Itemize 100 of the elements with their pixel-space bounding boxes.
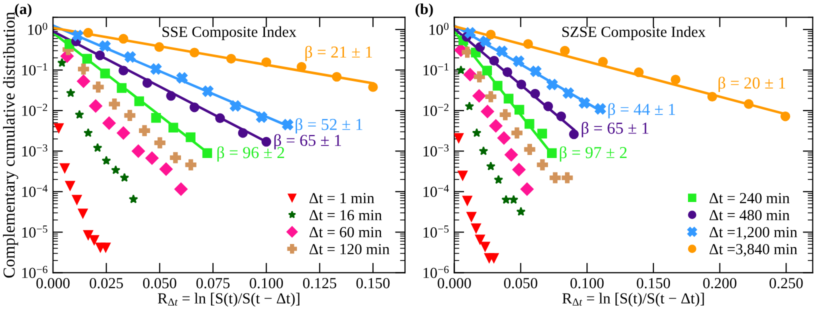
point xyxy=(475,234,485,244)
point xyxy=(154,137,166,148)
point xyxy=(72,30,84,42)
point xyxy=(261,136,272,147)
y-tick-label: 10$^{−6}$ xyxy=(424,266,449,278)
point xyxy=(530,66,542,77)
point xyxy=(530,88,540,99)
point xyxy=(500,109,511,120)
y-tick-label: 10$^{−1}$ xyxy=(22,63,48,76)
point xyxy=(456,65,466,74)
point xyxy=(202,148,212,158)
point xyxy=(562,88,574,99)
point xyxy=(480,36,492,47)
y-tick-label: 10$^{−2}$ xyxy=(22,104,48,116)
point xyxy=(520,182,534,196)
point xyxy=(537,128,548,138)
x-tick-label: 0.050 xyxy=(143,278,176,288)
point xyxy=(78,63,90,75)
point xyxy=(100,68,110,78)
point xyxy=(466,212,476,222)
point xyxy=(102,156,111,165)
point xyxy=(83,28,94,38)
legend-label: Δt =3,840 min xyxy=(710,244,798,257)
point xyxy=(138,125,150,136)
legend-label: Δt = 1 min xyxy=(309,193,374,204)
point xyxy=(99,40,111,52)
point xyxy=(513,56,524,67)
annotation: β = 44 ± 1 xyxy=(608,103,675,118)
point xyxy=(486,162,496,170)
point xyxy=(489,56,499,66)
point xyxy=(502,67,512,77)
y-tick-label: 10$^{−6}$ xyxy=(22,266,48,278)
point xyxy=(504,148,518,162)
point xyxy=(92,82,104,93)
point xyxy=(634,67,644,78)
point xyxy=(238,128,248,138)
x-axis-title: R$_{Δt}$ = ln [S(t)/S(t − Δt)] xyxy=(158,292,300,307)
x-tick-label: 0.200 xyxy=(703,278,736,288)
text: SSE Composite Index xyxy=(162,26,296,40)
legend-label: Δt = 240 min xyxy=(710,193,790,204)
point xyxy=(486,30,496,40)
text: SZSE Composite Index xyxy=(562,26,706,40)
point xyxy=(66,88,76,98)
point xyxy=(174,182,188,196)
legend-label: Δt = 16 min xyxy=(309,210,382,220)
point xyxy=(550,172,561,184)
annotation: β = 65 ± 1 xyxy=(582,122,648,138)
point xyxy=(332,72,342,82)
point xyxy=(504,94,514,104)
y-tick-label: 10$^{−4}$ xyxy=(22,184,48,197)
y-tick-label: 10$^{−5}$ xyxy=(424,226,449,238)
point xyxy=(546,78,558,90)
point xyxy=(472,128,482,138)
point xyxy=(496,46,508,57)
point xyxy=(151,113,161,123)
annotation: β = 21 ± 1 xyxy=(305,46,372,62)
point xyxy=(578,97,590,109)
point xyxy=(120,172,130,182)
point xyxy=(134,96,144,106)
point xyxy=(489,119,502,132)
point xyxy=(508,194,518,204)
point xyxy=(523,39,533,49)
point xyxy=(176,72,188,84)
y-tick-label: 10$^{−1}$ xyxy=(424,63,448,76)
point xyxy=(472,89,486,102)
point xyxy=(118,34,128,44)
point xyxy=(562,172,573,184)
point xyxy=(83,230,94,240)
point xyxy=(744,99,754,109)
point xyxy=(594,103,606,114)
point xyxy=(82,54,92,64)
point xyxy=(780,111,790,122)
point xyxy=(536,159,548,170)
point xyxy=(159,162,173,176)
point xyxy=(478,146,488,156)
x-tick-label: 0.050 xyxy=(504,278,538,288)
point xyxy=(524,118,534,129)
annotation: β = 20 ± 1 xyxy=(718,76,786,92)
y-tick-label: 10$^{0}$ xyxy=(28,22,48,35)
point xyxy=(215,113,225,124)
x-tick-label: 0.000 xyxy=(438,278,471,288)
x-axis-title: R$_{Δt}$ = ln [S(t)/S(t − Δt)] xyxy=(562,292,704,307)
point xyxy=(516,206,526,216)
x-tick-label: 0.000 xyxy=(36,278,70,288)
point xyxy=(524,144,536,155)
point xyxy=(226,54,236,64)
point xyxy=(111,165,120,174)
point xyxy=(598,56,608,67)
x-tick-label: 0.150 xyxy=(356,278,390,288)
point xyxy=(190,102,200,112)
point xyxy=(76,74,90,88)
point xyxy=(670,74,680,84)
legend-label: Δt =1,200 min xyxy=(710,227,798,240)
point xyxy=(186,132,196,142)
point xyxy=(60,163,70,173)
point xyxy=(368,82,378,92)
point xyxy=(471,223,481,234)
point xyxy=(118,66,128,76)
point xyxy=(185,159,196,170)
point xyxy=(166,91,176,101)
